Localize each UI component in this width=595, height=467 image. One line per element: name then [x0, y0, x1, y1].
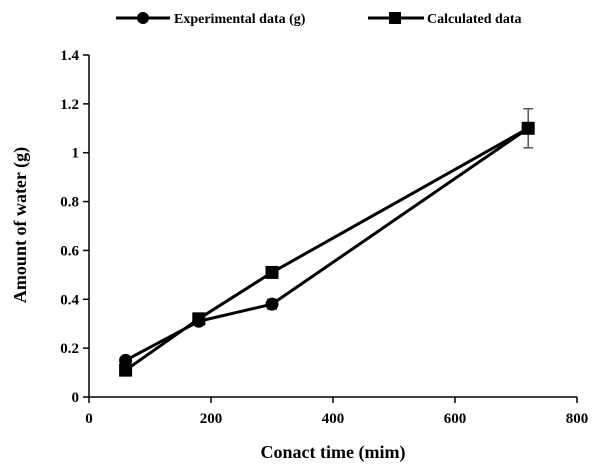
legend: Experimental data (g) Calculated data: [116, 12, 522, 27]
data-point-calculated: [119, 364, 132, 377]
y-tick-label: 0.8: [60, 195, 79, 211]
y-tick-label: 0.4: [60, 292, 79, 308]
legend-label-calculated: Calculated data: [427, 12, 522, 27]
x-tick-label: 0: [85, 411, 93, 427]
y-tick-label: 0.6: [60, 243, 79, 259]
y-tick-label: 0.2: [60, 341, 79, 357]
x-tick-label: 400: [322, 411, 345, 427]
error-bars: [121, 109, 534, 363]
data-point-calculated: [192, 312, 205, 325]
series-lines: [126, 128, 529, 370]
y-tick-label: 0: [72, 390, 80, 406]
series-line-calculated: [126, 128, 529, 370]
legend-label-experimental: Experimental data (g): [174, 12, 306, 27]
data-point-calculated: [266, 266, 279, 279]
data-point-experimental: [266, 298, 279, 311]
x-tick-label: 600: [444, 411, 467, 427]
y-tick-label: 1.4: [60, 48, 79, 64]
y-tick-label: 1.2: [60, 97, 79, 113]
legend-marker-circle: [137, 12, 149, 24]
legend-item-calculated: Calculated data: [368, 12, 522, 27]
x-tick-label: 800: [566, 411, 589, 427]
legend-marker-square: [389, 12, 401, 24]
x-tick-label: 200: [200, 411, 223, 427]
x-axis-title: Conact time (mim): [261, 442, 406, 463]
data-point-calculated: [522, 122, 535, 135]
axes: 0 0.2 0.4 0.6 0.8 1 1.2 1.4 0 200 400 600 800: [60, 48, 588, 427]
legend-item-experimental: Experimental data (g): [116, 12, 306, 27]
y-axis-title: Amount of water (g): [10, 147, 31, 303]
y-tick-label: 1: [72, 146, 80, 162]
